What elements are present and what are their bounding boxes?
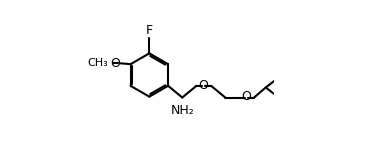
Text: NH₂: NH₂ xyxy=(171,104,195,117)
Text: F: F xyxy=(146,24,153,38)
Text: CH₃: CH₃ xyxy=(87,58,108,68)
Text: O: O xyxy=(110,57,120,70)
Text: O: O xyxy=(198,79,208,92)
Text: O: O xyxy=(241,90,251,104)
